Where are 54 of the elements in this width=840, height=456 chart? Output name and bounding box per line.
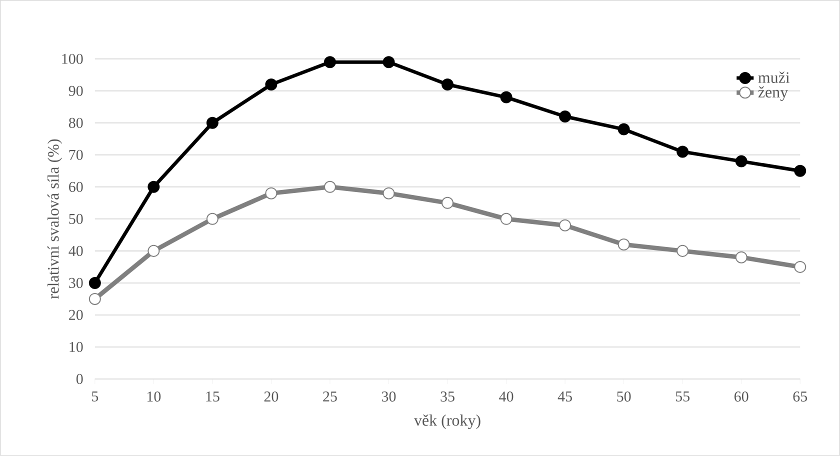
point	[676, 146, 689, 158]
x-tick-label: 35	[440, 392, 454, 402]
point	[500, 91, 512, 104]
legend-label: muži	[758, 72, 790, 84]
y-tick-label: 50	[69, 214, 83, 224]
point	[265, 187, 278, 200]
x-tick-label: 5	[92, 392, 98, 402]
x-tick-label: 15	[206, 392, 220, 402]
x-tick-label: 45	[558, 392, 572, 402]
point	[500, 212, 512, 225]
x-tick-label: 50	[617, 392, 631, 402]
legend-label: ženy	[758, 86, 788, 101]
point	[382, 187, 395, 200]
point	[206, 116, 218, 129]
point	[88, 277, 101, 290]
point	[265, 78, 278, 91]
y-tick-label: 40	[68, 246, 83, 256]
y-axis-title: relativní svalová síla (%)	[48, 139, 62, 299]
x-tick-label: 20	[264, 392, 278, 402]
point	[324, 180, 336, 193]
y-tick-label: 0	[76, 374, 83, 384]
point	[794, 164, 806, 177]
x-axis-title: věk (roky)	[414, 414, 480, 430]
point	[442, 78, 454, 91]
y-tick-label: 80	[68, 118, 83, 128]
point	[618, 238, 630, 251]
point	[676, 245, 689, 257]
point	[206, 212, 218, 225]
point	[442, 196, 454, 209]
y-tick-label: 100	[62, 54, 83, 64]
point	[148, 180, 160, 193]
x-tick-label: 40	[499, 392, 514, 402]
point	[735, 251, 748, 264]
x-tick-label: 60	[734, 392, 748, 402]
point	[559, 219, 572, 232]
point	[148, 245, 160, 257]
x-tick-label: 10	[147, 392, 161, 402]
x-tick-label: 30	[382, 392, 396, 402]
x-tick-label: 55	[676, 392, 690, 402]
point	[559, 110, 572, 123]
y-tick-label: 10	[70, 342, 83, 352]
y-tick-label: 60	[69, 182, 83, 192]
point	[88, 293, 101, 306]
point	[618, 123, 630, 136]
y-tick-label: 20	[69, 310, 83, 320]
point	[324, 56, 336, 68]
x-tick-label: 25	[323, 392, 337, 402]
y-tick-label: 30	[69, 278, 83, 288]
y-tick-label: 90	[68, 86, 83, 96]
y-tick-label: 70	[69, 150, 83, 160]
point	[735, 155, 748, 168]
point	[794, 261, 806, 274]
point	[382, 56, 395, 68]
x-tick-label: 65	[793, 392, 808, 402]
